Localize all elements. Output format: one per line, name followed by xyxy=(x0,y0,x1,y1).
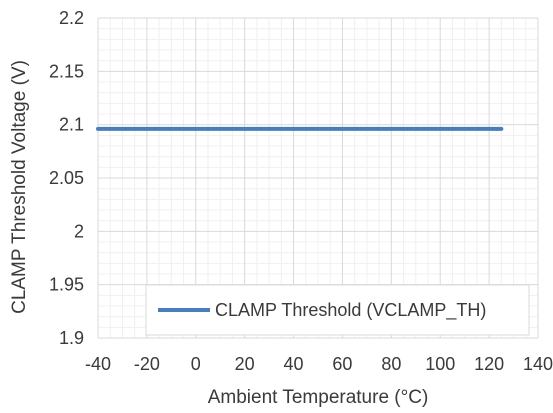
y-tick-label: 2.1 xyxy=(59,115,84,135)
y-tick-label: 1.95 xyxy=(49,275,84,295)
x-tick-label: 140 xyxy=(523,354,553,374)
x-tick-label: 20 xyxy=(235,354,255,374)
x-tick-label: 80 xyxy=(381,354,401,374)
y-tick-label: 1.9 xyxy=(59,328,84,348)
x-axis-label: Ambient Temperature (°C) xyxy=(208,387,429,408)
x-tick-labels: -40 -20 0 20 40 60 80 100 120 140 xyxy=(85,354,553,374)
y-tick-label: 2.05 xyxy=(49,168,84,188)
x-tick-label: 120 xyxy=(474,354,504,374)
y-tick-labels: 1.9 1.95 2 2.05 2.1 2.15 2.2 xyxy=(49,8,84,348)
y-tick-label: 2.15 xyxy=(49,61,84,81)
x-tick-label: 0 xyxy=(191,354,201,374)
y-tick-label: 2 xyxy=(74,221,84,241)
x-tick-label: -40 xyxy=(85,354,111,374)
y-tick-label: 2.2 xyxy=(59,8,84,28)
x-tick-label: -20 xyxy=(134,354,160,374)
x-tick-label: 40 xyxy=(284,354,304,374)
y-axis-label: CLAMP Threshold Voltage (V) xyxy=(9,60,30,314)
legend-entry-clamp-threshold: CLAMP Threshold (VCLAMP_TH) xyxy=(215,300,486,321)
x-tick-label: 100 xyxy=(425,354,455,374)
x-tick-label: 60 xyxy=(332,354,352,374)
legend: CLAMP Threshold (VCLAMP_TH) xyxy=(145,284,530,336)
